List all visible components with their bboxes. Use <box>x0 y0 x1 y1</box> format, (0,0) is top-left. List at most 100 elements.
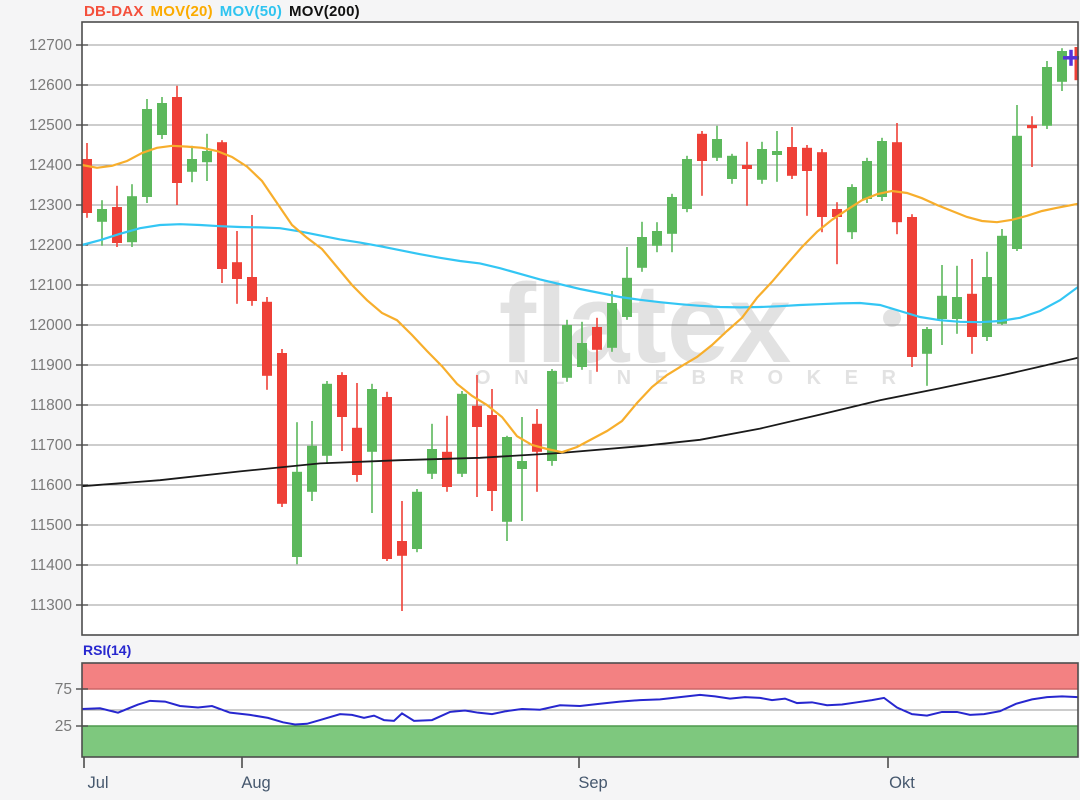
candle-bullish <box>652 231 662 246</box>
candle-bearish <box>247 277 257 301</box>
y-axis-label: 11700 <box>30 437 72 454</box>
candle-bullish <box>517 461 527 469</box>
candle-bullish <box>427 449 437 474</box>
candle-bullish <box>682 159 692 209</box>
candle-wick <box>701 131 703 196</box>
candle-wick <box>836 202 838 265</box>
candle-bearish <box>442 451 452 487</box>
legend-mov200: MOV(200) <box>289 3 360 20</box>
candle-bearish <box>592 327 602 350</box>
x-axis-month-label: Jul <box>87 774 108 792</box>
rsi-line <box>81 693 1079 726</box>
candle-bearish <box>802 147 812 171</box>
candle-bearish <box>337 375 347 417</box>
candle-bullish <box>877 141 887 197</box>
candle-wick <box>746 141 748 206</box>
candle-bullish <box>502 437 512 522</box>
candle-bearish <box>697 133 707 161</box>
candle-wick <box>926 327 928 386</box>
candle-bullish <box>1057 51 1067 82</box>
candle-bullish <box>97 209 107 222</box>
candle-bullish <box>637 237 647 268</box>
candle-bearish <box>262 301 272 376</box>
y-axis-label: 12500 <box>29 117 72 134</box>
y-axis-label: 11600 <box>30 477 72 494</box>
candle-wick <box>101 200 103 246</box>
candle-bullish <box>922 329 932 354</box>
candle-bullish <box>202 151 212 163</box>
candle-bullish <box>712 139 722 158</box>
candle-bearish <box>532 423 542 452</box>
candle-bullish <box>1012 135 1022 249</box>
candle-bearish <box>967 293 977 337</box>
rsi-indicator-label: RSI(14) <box>83 642 132 658</box>
candle-bullish <box>292 471 302 557</box>
y-axis-label: 12200 <box>29 237 72 254</box>
candle-bullish <box>322 383 332 456</box>
chart-legend: DB-DAX MOV(20) MOV(50) MOV(200) <box>84 3 367 20</box>
y-axis-label: 12400 <box>29 157 72 174</box>
candle-wick <box>476 375 478 497</box>
candle-bullish <box>772 151 782 155</box>
candle-bullish <box>127 196 137 243</box>
candle-wick <box>251 215 253 306</box>
candle-bullish <box>187 159 197 172</box>
legend-symbol-dbdax: DB-DAX <box>84 3 144 20</box>
legend-mov20: MOV(20) <box>150 3 213 20</box>
partial-candle-right-edge <box>1074 47 1078 81</box>
candle-wick <box>1031 116 1033 167</box>
candle-bullish <box>1042 67 1052 126</box>
candle-bearish <box>1027 125 1037 129</box>
rsi-panel-border <box>81 662 1079 758</box>
rsi-axis-label: 25 <box>55 718 72 735</box>
candle-bullish <box>757 149 767 180</box>
chart-graphics: 12700 12600 12500 12400 12300 12200 12100 12000… <box>29 21 1079 792</box>
candle-bullish <box>307 445 317 492</box>
y-axis-label: 12000 <box>29 317 72 334</box>
candle-wick <box>776 131 778 182</box>
candle-bullish <box>952 297 962 319</box>
candle-bearish <box>892 142 902 223</box>
y-axis-label: 11500 <box>30 517 72 534</box>
rsi-oversold-zone <box>82 726 1078 757</box>
candle-bearish <box>82 159 92 213</box>
y-axis-label: 12700 <box>29 37 72 54</box>
candle-bearish <box>172 97 182 183</box>
candle-bearish <box>817 152 827 217</box>
candle-bearish <box>217 142 227 269</box>
mov200-line <box>81 356 1079 488</box>
watermark-dot <box>883 309 901 327</box>
candle-bearish <box>742 165 752 169</box>
candle-bearish <box>787 147 797 176</box>
candle-bearish <box>382 397 392 559</box>
rsi-axis-label: 75 <box>55 681 72 698</box>
y-axis-label: 12300 <box>29 197 72 214</box>
candle-bearish <box>907 217 917 357</box>
candle-bullish <box>727 155 737 179</box>
x-axis-month-label: Sep <box>578 774 607 792</box>
candle-bullish <box>937 295 947 319</box>
candle-bullish <box>847 187 857 233</box>
candle-bearish <box>232 262 242 279</box>
candle-bullish <box>142 109 152 197</box>
mov50-line <box>81 223 1079 324</box>
candle-bullish <box>997 235 1007 324</box>
mov20-line <box>81 144 1079 454</box>
candle-bearish <box>832 209 842 217</box>
candle-wick <box>806 145 808 216</box>
y-axis-label: 11800 <box>30 397 72 414</box>
y-axis-label: 12100 <box>29 277 72 294</box>
legend-mov50: MOV(50) <box>219 3 283 20</box>
candle-bullish <box>982 277 992 337</box>
candle-bearish <box>112 207 122 243</box>
y-axis-label: 11900 <box>30 357 72 374</box>
main-panel-border <box>81 21 1079 636</box>
y-axis-label: 11300 <box>30 597 72 614</box>
candle-bullish <box>547 371 557 461</box>
candle-bullish <box>607 303 617 348</box>
x-axis-month-label: Aug <box>241 774 270 792</box>
candle-bullish <box>577 343 587 367</box>
candle-bearish <box>472 405 482 427</box>
